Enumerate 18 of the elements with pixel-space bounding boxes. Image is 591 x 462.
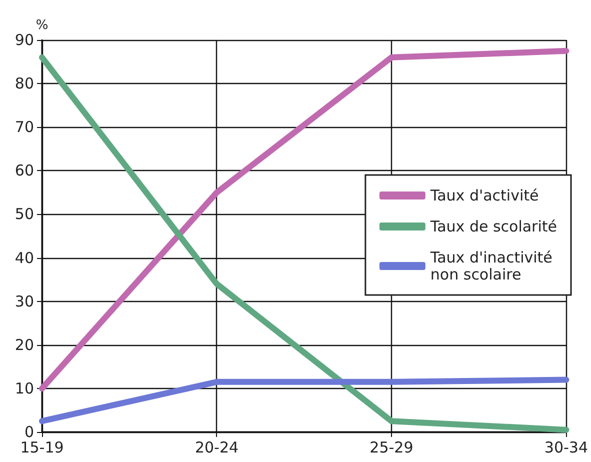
legend-label: Taux d'inactivité non scolaire <box>429 248 552 284</box>
y-tick-label: 80 <box>14 74 34 93</box>
x-tick-label: 30-34 <box>544 438 588 456</box>
y-tick-label: 50 <box>14 205 34 224</box>
y-tick-label: 10 <box>14 379 34 398</box>
y-tick-label: 70 <box>14 118 34 136</box>
y-tick-label: 40 <box>14 248 34 267</box>
y-tick-label: 20 <box>14 336 34 354</box>
y-tick-label: 30 <box>14 292 34 310</box>
x-tick-label: 20-24 <box>194 438 239 456</box>
legend-label: Taux d'activité <box>429 186 539 204</box>
x-tick-label: 15-19 <box>20 438 64 456</box>
y-tick-label: 0 <box>24 423 34 441</box>
x-tick-label: 25-29 <box>370 438 414 456</box>
legend-label: Taux de scolarité <box>429 218 558 236</box>
y-axis-title: % <box>36 18 48 33</box>
y-tick-label: 60 <box>14 162 34 180</box>
y-tick-label: 90 <box>14 31 34 49</box>
